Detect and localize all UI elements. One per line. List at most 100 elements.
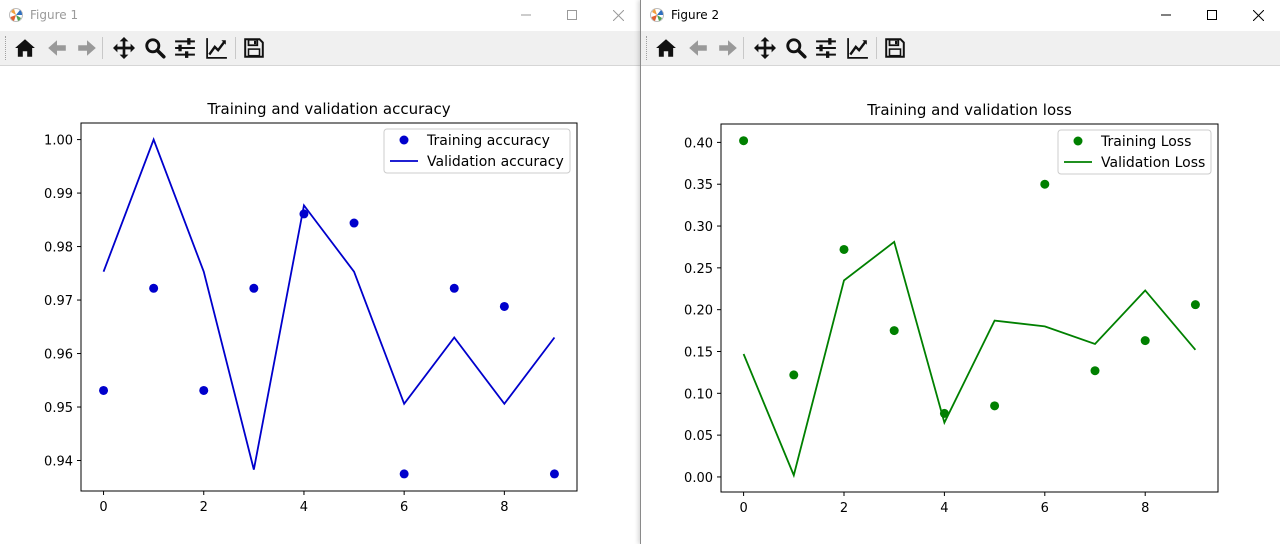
pan-button[interactable] [752, 35, 778, 61]
navigation-toolbar [0, 31, 640, 66]
edit-axis-button[interactable] [204, 35, 230, 61]
axes-frame [720, 123, 1219, 493]
maximize-button[interactable] [549, 0, 595, 30]
data-point [789, 370, 799, 380]
y-tick-label: 0.96 [44, 348, 73, 363]
close-button[interactable] [595, 0, 640, 30]
legend-label: Validation Loss [1101, 155, 1205, 171]
y-tick-label: 0.05 [684, 429, 713, 444]
x-tick-label: 2 [200, 500, 208, 515]
figure-window-1[interactable]: Figure 1 Training and validation accurac… [0, 0, 640, 544]
data-point [1090, 366, 1100, 376]
toolbar-separator [235, 37, 236, 59]
home-icon [656, 39, 676, 57]
home-button[interactable] [653, 35, 679, 61]
chart-title: Training and validation accuracy [206, 100, 450, 118]
navigation-toolbar [641, 31, 1280, 66]
title-bar[interactable]: Figure 2 [641, 0, 1280, 30]
y-tick-label: 0.98 [44, 241, 73, 256]
y-tick-label: 0.40 [684, 136, 713, 151]
arrow-left-icon [48, 40, 66, 56]
data-point [499, 301, 509, 311]
data-point [349, 218, 359, 228]
data-point [1190, 300, 1200, 310]
x-tick-label: 6 [1041, 501, 1049, 516]
x-tick-label: 8 [500, 500, 508, 515]
back-button[interactable] [685, 35, 711, 61]
magnifier-icon [145, 38, 166, 59]
toolbar-grip[interactable] [5, 36, 8, 60]
legend-box [1057, 129, 1212, 175]
legend-dot-marker [399, 135, 409, 145]
legend: Training Loss Validation Loss [1057, 129, 1212, 175]
data-point [739, 136, 749, 146]
y-tick-label: 0.15 [684, 345, 713, 360]
minimize-icon [1161, 14, 1171, 16]
toolbar-separator [102, 37, 103, 59]
y-tick-label: 0.00 [684, 471, 713, 486]
x-tick-label: 6 [400, 500, 408, 515]
sliders-icon [816, 38, 836, 58]
zoom-button[interactable] [142, 35, 168, 61]
home-button[interactable] [12, 35, 38, 61]
legend-label: Training Loss [1100, 134, 1191, 150]
pan-button[interactable] [111, 35, 137, 61]
configure-subplots-button[interactable] [172, 35, 198, 61]
line-chart-icon [847, 38, 868, 59]
legend-label: Validation accuracy [427, 154, 564, 170]
x-tick-label: 4 [940, 501, 948, 516]
arrow-left-icon [689, 40, 707, 56]
move-icon [754, 37, 776, 59]
y-tick-label: 0.30 [684, 220, 713, 235]
configure-subplots-button[interactable] [813, 35, 839, 61]
data-point [149, 283, 159, 293]
data-point [990, 401, 1000, 411]
edit-axis-button[interactable] [845, 35, 871, 61]
back-button[interactable] [44, 35, 70, 61]
y-tick-label: 0.10 [684, 387, 713, 402]
maximize-icon [1207, 10, 1217, 20]
minimize-button[interactable] [1143, 0, 1189, 30]
y-tick-label: 0.35 [684, 178, 713, 193]
data-point [1040, 179, 1050, 189]
move-icon [113, 37, 135, 59]
toolbar-separator [876, 37, 877, 59]
y-tick-label: 0.25 [684, 262, 713, 277]
data-point [199, 385, 209, 395]
x-tick-label: 0 [99, 500, 107, 515]
chart-title: Training and validation loss [866, 101, 1072, 119]
x-tick-label: 2 [840, 501, 848, 516]
forward-button[interactable] [74, 35, 100, 61]
floppy-disk-icon [885, 38, 905, 58]
loss-plot[interactable]: Training and validation loss 0 2 4 6 8 0.00 0.0… [641, 65, 1280, 544]
maximize-button[interactable] [1189, 0, 1235, 30]
legend-label: Training accuracy [426, 133, 550, 149]
window-title: Figure 2 [671, 8, 720, 22]
legend-dot-marker [1073, 136, 1083, 146]
toolbar-grip[interactable] [646, 36, 649, 60]
zoom-button[interactable] [783, 35, 809, 61]
magnifier-icon [786, 38, 807, 59]
line-chart-icon [206, 38, 227, 59]
minimize-button[interactable] [503, 0, 549, 30]
accuracy-plot[interactable]: Training and validation accuracy 0 2 4 6 8 0.9… [0, 65, 640, 544]
save-button[interactable] [882, 35, 908, 61]
series-line [742, 240, 1197, 479]
toolbar-separator [743, 37, 744, 59]
close-icon [1252, 9, 1264, 21]
data-point [549, 469, 559, 479]
home-icon [15, 39, 35, 57]
title-bar[interactable]: Figure 1 [0, 0, 640, 30]
minimize-icon [521, 14, 531, 16]
save-button[interactable] [241, 35, 267, 61]
x-tick-label: 8 [1141, 501, 1149, 516]
y-tick-label: 0.99 [44, 187, 73, 202]
arrow-right-icon [719, 40, 737, 56]
axes-frame [80, 122, 578, 492]
figure-window-2[interactable]: Figure 2 Training and validation loss 0 2 4… [640, 0, 1280, 544]
forward-button[interactable] [715, 35, 741, 61]
matplotlib-logo-icon [650, 8, 664, 22]
legend-box [383, 128, 571, 174]
arrow-right-icon [78, 40, 96, 56]
close-button[interactable] [1235, 0, 1280, 30]
